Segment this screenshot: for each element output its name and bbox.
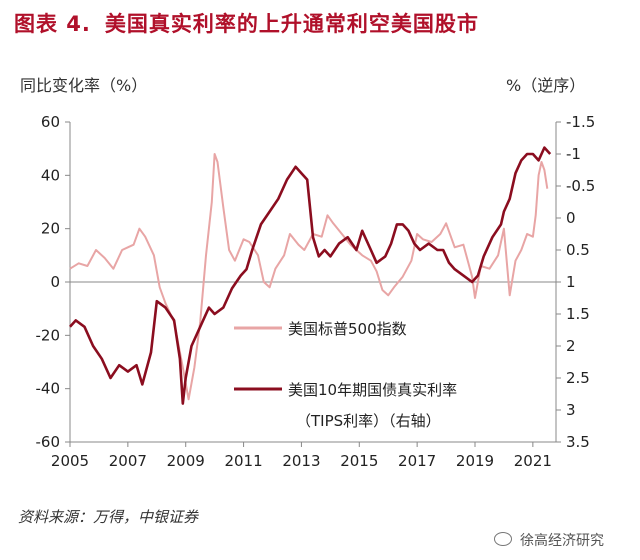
right-tick-label: -1.5 [566, 113, 595, 131]
left-axis-unit: 同比变化率（%） [20, 76, 148, 95]
left-tick-label: -60 [36, 433, 61, 451]
figure-title: 美国真实利率的上升通常利空美国股市 [104, 12, 479, 36]
x-tick-label: 2007 [109, 452, 147, 470]
left-tick-label: 20 [41, 220, 60, 238]
series-line-tips [69, 146, 552, 405]
x-tick-label: 2013 [282, 452, 320, 470]
right-tick-label: 0.5 [566, 241, 590, 259]
right-tick-label: -0.5 [566, 177, 595, 195]
x-tick-label: 2005 [51, 452, 89, 470]
wechat-icon [494, 532, 512, 546]
left-tick-label: 0 [50, 273, 60, 291]
right-tick-label: 3.5 [566, 433, 590, 451]
legend-label-tips-line2: （TIPS利率）（右轴） [296, 412, 441, 430]
x-tick-label: 2021 [514, 452, 552, 470]
left-tick-label: -40 [36, 380, 61, 398]
left-tick-label: 60 [41, 113, 60, 131]
left-tick-label: 40 [41, 166, 60, 184]
x-tick-label: 2019 [456, 452, 494, 470]
right-tick-label: 1 [566, 273, 576, 291]
right-tick-label: 0 [566, 209, 576, 227]
figure-number: 图表 4. [14, 12, 91, 36]
source-note: 资料来源：万得，中银证券 [18, 508, 199, 526]
right-tick-label: 2.5 [566, 369, 590, 387]
chart-title: 图表 4. 美国真实利率的上升通常利空美国股市 [14, 8, 479, 38]
watermark-text: 徐高经济研究 [520, 533, 604, 549]
x-tick-label: 2017 [398, 452, 436, 470]
right-tick-label: -1 [566, 145, 581, 163]
right-tick-label: 1.5 [566, 305, 590, 323]
left-tick-label: -20 [36, 326, 61, 344]
x-tick-label: 2009 [167, 452, 205, 470]
legend-label-tips-line1: 美国10年期国债真实利率 [288, 381, 457, 399]
series-line-sp500 [69, 153, 549, 401]
right-axis-unit: %（逆序） [506, 76, 586, 95]
right-tick-label: 2 [566, 337, 576, 355]
x-tick-label: 2011 [224, 452, 262, 470]
watermark: 徐高经济研究 [494, 530, 604, 550]
right-tick-label: 3 [566, 401, 576, 419]
legend-label-sp500: 美国标普500指数 [288, 320, 407, 338]
x-tick-label: 2015 [340, 452, 378, 470]
